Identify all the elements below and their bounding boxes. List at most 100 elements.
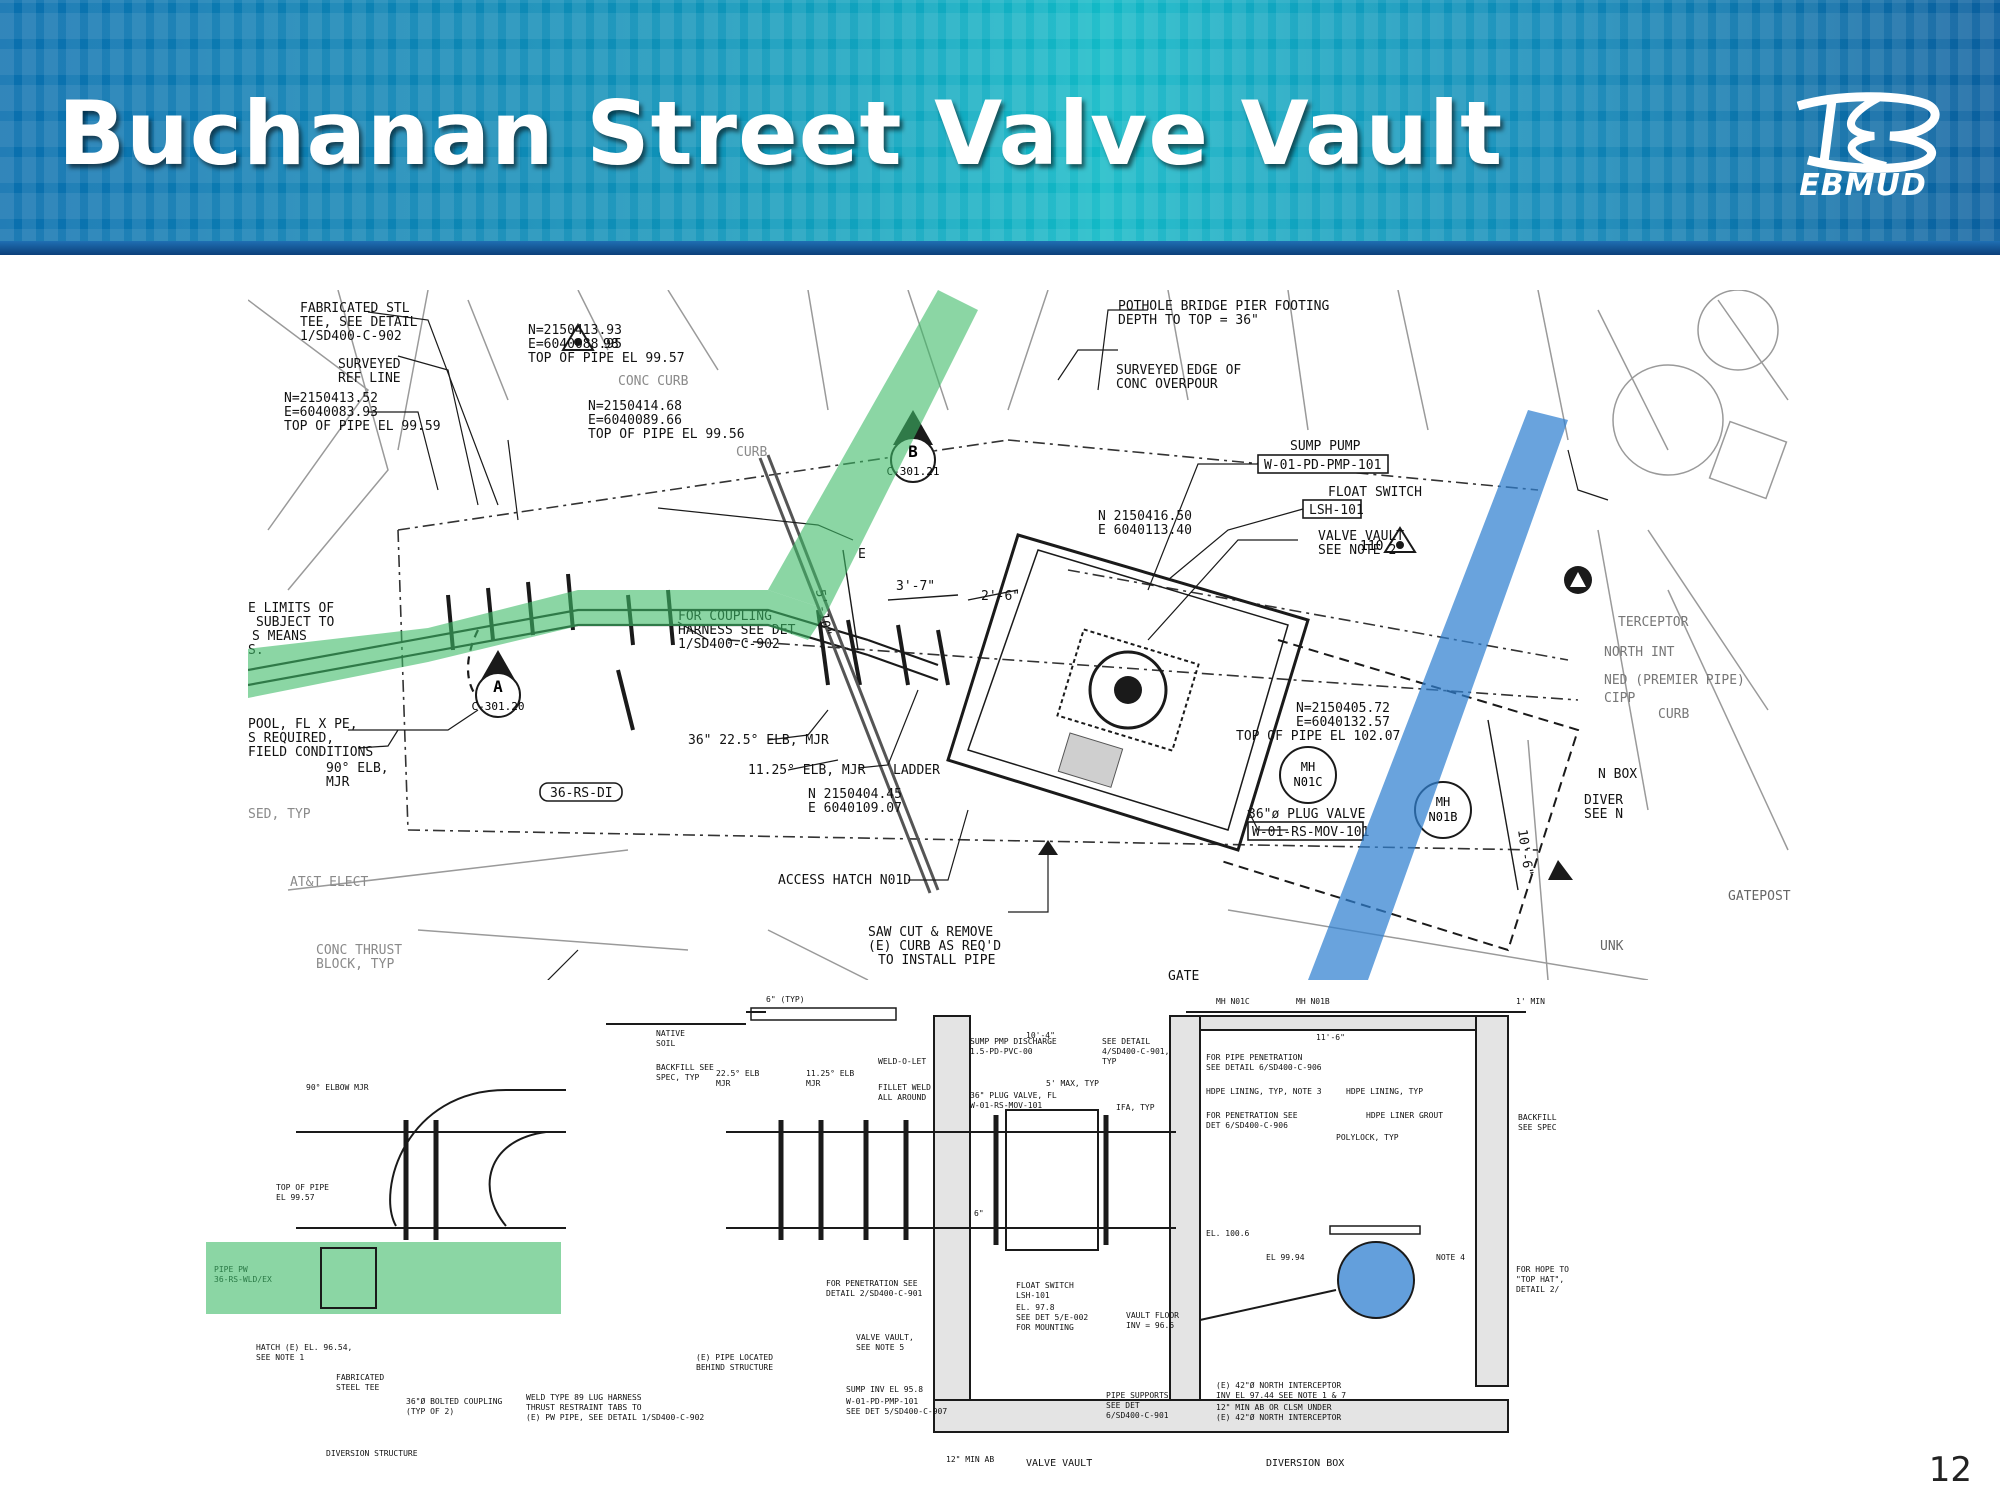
s-dim-6in: 6" (TYP) <box>766 995 805 1004</box>
section-pipe <box>296 1089 1176 1229</box>
s-elb-1125: 11.25° ELB <box>806 1069 854 1078</box>
s-green-tag-1: PIPE PW <box>214 1265 248 1274</box>
section-a-marker: A C-301.20 <box>472 650 524 718</box>
s-ifa: IFA, TYP <box>1116 1103 1155 1112</box>
s-bolted-2: (TYP OF 2) <box>406 1407 454 1416</box>
label-coord-e2: E 6040113.40 <box>1098 523 1192 538</box>
label-fabricated-tee-3: 1/SD400-C-902 <box>300 329 402 344</box>
label-thrust-1: CONC THRUST <box>316 943 402 958</box>
label-access-hatch: ACCESS HATCH N01D <box>778 873 911 888</box>
s-weld-2: THRUST RESTRAINT TABS TO <box>526 1403 642 1412</box>
label-coord-c3: TOP OF PIPE EL 99.56 <box>588 427 745 442</box>
s-sump-tag: W-01-PD-PMP-101 <box>846 1397 918 1406</box>
label-thrust-2: BLOCK, TYP <box>316 957 394 972</box>
s-pen-detail-1: FOR PENETRATION SEE <box>826 1279 918 1288</box>
s-elb-225: 22.5° ELB <box>716 1069 760 1078</box>
label-coord-f3: TOP OF PIPE EL 102.07 <box>1236 729 1400 744</box>
s-polylock: POLYLOCK, TYP <box>1336 1133 1399 1142</box>
s-fab-tee-2: STEEL TEE <box>336 1383 380 1392</box>
label-coord-a3: TOP OF PIPE EL 99.59 <box>284 419 441 434</box>
label-plug-valve: 36"ø PLUG VALVE <box>1248 807 1365 822</box>
banner-pattern <box>0 0 2000 255</box>
s-interceptor-1: (E) 42"Ø NORTH INTERCEPTOR <box>1216 1380 1341 1390</box>
s-sump-discharge-tag: 1.5-PD-PVC-00 <box>970 1047 1033 1056</box>
s-hdpe-lining-2: HDPE LINING, TYP <box>1346 1087 1423 1096</box>
label-coord-d1: N 2150404.45 <box>808 787 902 802</box>
s-min-ab: 12" MIN AB <box>946 1455 994 1464</box>
s-see-detail-2: 4/SD400-C-901, <box>1102 1047 1169 1056</box>
s-note-4: NOTE 4 <box>1436 1253 1465 1262</box>
s-see-det-mount: SEE DET 5/E-002 <box>1016 1313 1088 1322</box>
s-hdpe-grout: HDPE LINER GROUT <box>1366 1111 1443 1120</box>
label-coord-f2: E=6040132.57 <box>1296 715 1390 730</box>
s-diversion-box-title: DIVERSION BOX <box>1266 1458 1344 1469</box>
label-coord-c2: E=6040089.66 <box>588 413 682 428</box>
plug-valve-symbol <box>1056 628 1200 752</box>
label-gate: GATE <box>1168 969 1199 980</box>
label-north-int: NORTH INT <box>1604 645 1675 660</box>
s-sump-see: SEE DET 5/SD400-C-907 <box>846 1407 947 1416</box>
s-pipe-located-1: (E) PIPE LOCATED <box>696 1353 773 1362</box>
label-surveyed-ref-2: REF LINE <box>338 371 401 386</box>
s-bolted-1: 36"Ø BOLTED COUPLING <box>406 1396 503 1406</box>
s-see-note-5: SEE NOTE 5 <box>856 1343 904 1352</box>
label-pipe-tag: 36-RS-DI <box>550 786 613 801</box>
s-dim-116: 11'-6" <box>1316 1033 1345 1042</box>
mh-n01c-label-2: N01C <box>1294 775 1323 789</box>
s-see-detail-3: TYP <box>1102 1057 1117 1066</box>
s-valve-vault-title: VALVE VAULT <box>1026 1458 1092 1469</box>
s-weld-o-let: WELD-O-LET <box>878 1057 926 1066</box>
s-elb-225-2: MJR <box>716 1079 731 1088</box>
mh-n01c-label-1: MH <box>1301 760 1315 774</box>
label-fabricated-tee-1: FABRICATED STL <box>300 301 410 316</box>
s-float-tag: LSH-101 <box>1016 1291 1050 1300</box>
label-e-letter: E <box>858 547 866 562</box>
section-labels: 90° ELBOW MJR TOP OF PIPE EL 99.57 PIPE … <box>214 995 1569 1464</box>
s-interceptor-2: INV EL 97.44 SEE NOTE 1 & 7 <box>1216 1391 1346 1400</box>
label-saw-cut-1: SAW CUT & REMOVE <box>868 925 993 940</box>
s-five-max: 5' MAX, TYP <box>1046 1079 1099 1088</box>
label-saw-cut-2: (E) CURB AS REQ'D <box>868 939 1001 954</box>
label-valve-vault-1: VALVE VAULT <box>1318 529 1404 544</box>
s-valve-vault-note: VALVE VAULT, <box>856 1333 914 1342</box>
s-el-1006: EL. 100.6 <box>1206 1229 1250 1238</box>
slide-number: 12 <box>1928 1450 1972 1490</box>
top-hat-detail <box>1329 1225 1421 1235</box>
label-att-elect: AT&T ELECT <box>290 875 368 890</box>
section-b-letter: B <box>908 442 918 461</box>
s-fillet-weld: FILLET WELD <box>878 1083 931 1092</box>
s-hope-3: DETAIL 2/ <box>1516 1285 1560 1294</box>
leader-lines <box>348 309 1609 980</box>
s-for-mounting: FOR MOUNTING <box>1016 1323 1074 1332</box>
label-spool-2: S REQUIRED, <box>248 731 334 746</box>
s-backfill-1: BACKFILL SEE <box>656 1063 714 1072</box>
s-mh-n01b: MH N01B <box>1296 997 1330 1006</box>
s-see-note-1: SEE NOTE 1 <box>256 1353 304 1362</box>
label-sump-pump: SUMP PUMP <box>1290 439 1361 454</box>
s-hope-2: "TOP HAT", <box>1516 1275 1564 1284</box>
s-hatch: HATCH (E) EL. 96.54, <box>256 1343 352 1352</box>
label-coord-e1: N 2150416.50 <box>1098 509 1192 524</box>
section-a-letter: A <box>493 677 503 696</box>
label-diver-2: SEE N <box>1584 807 1623 822</box>
label-coord-a1: N=2150413.52 <box>284 391 378 406</box>
label-float-tag: LSH-101 <box>1309 503 1364 518</box>
label-elb-90-2: MJR <box>326 775 350 790</box>
label-curb-right: CURB <box>1658 707 1689 722</box>
label-float-switch: FLOAT SWITCH <box>1328 485 1422 500</box>
s-vault-floor-1: VAULT FLOOR <box>1126 1311 1179 1320</box>
s-native-soil-2: SOIL <box>656 1039 675 1048</box>
fabricated-tee <box>320 1247 377 1309</box>
s-mh-n01c: MH N01C <box>1216 997 1250 1006</box>
label-surveyed-edge-2: CONC OVERPOUR <box>1116 377 1218 392</box>
label-elb-1125: 11.25° ELB, MJR <box>748 763 866 778</box>
s-el-978: EL. 97.8 <box>1016 1303 1055 1312</box>
s-weld-1: WELD TYPE 89 LUG HARNESS <box>526 1393 642 1402</box>
existing-pipe-highlight <box>248 590 828 698</box>
s-pipe-located-2: BEHIND STRUCTURE <box>696 1363 773 1372</box>
label-coord-f1: N=2150405.72 <box>1296 701 1390 716</box>
label-premier: NED (PREMIER PIPE) <box>1604 673 1745 688</box>
access-hatch <box>1057 732 1124 788</box>
s-pipe-supports-2: SEE DET <box>1106 1401 1140 1410</box>
s-dim-6: 6" <box>974 1209 984 1218</box>
